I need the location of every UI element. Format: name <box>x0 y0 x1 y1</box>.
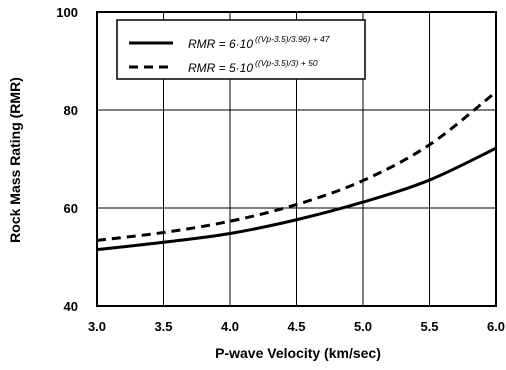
legend-series-2: RMR = 5·10 ((Vp-3.5)/3) + 50 <box>188 58 318 75</box>
legend: RMR = 6·10 ((Vp-3.5)/3.96) + 47 RMR = 5·1… <box>116 19 366 80</box>
data-series <box>96 90 497 252</box>
y-tick-label: 40 <box>64 299 78 314</box>
series-line-solid <box>96 146 497 252</box>
x-tick-label: 3.5 <box>154 319 172 334</box>
y-tick-label: 80 <box>64 103 78 118</box>
x-tick-label: 4.5 <box>287 319 305 334</box>
x-tick-label: 5.0 <box>354 319 372 334</box>
x-tick-label: 5.5 <box>420 319 438 334</box>
y-tick-label: 60 <box>64 201 78 216</box>
plot-frame <box>96 11 497 307</box>
y-tick-labels: 40 60 80 100 <box>56 5 78 314</box>
y-tick-label: 100 <box>56 5 78 20</box>
series-line-dashed <box>96 90 497 242</box>
x-tick-labels: 3.0 3.5 4.0 4.5 5.0 5.5 6.0 <box>88 319 505 334</box>
legend-box <box>116 19 366 80</box>
x-tick-label: 6.0 <box>487 319 505 334</box>
legend-series-1: RMR = 6·10 ((Vp-3.5)/3.96) + 47 <box>188 34 330 51</box>
x-tick-label: 3.0 <box>88 319 106 334</box>
x-axis-title: P-wave Velocity (km/sec) <box>215 345 381 361</box>
x-tick-label: 4.0 <box>221 319 239 334</box>
y-axis-title: Rock Mass Rating (RMR) <box>7 77 23 243</box>
